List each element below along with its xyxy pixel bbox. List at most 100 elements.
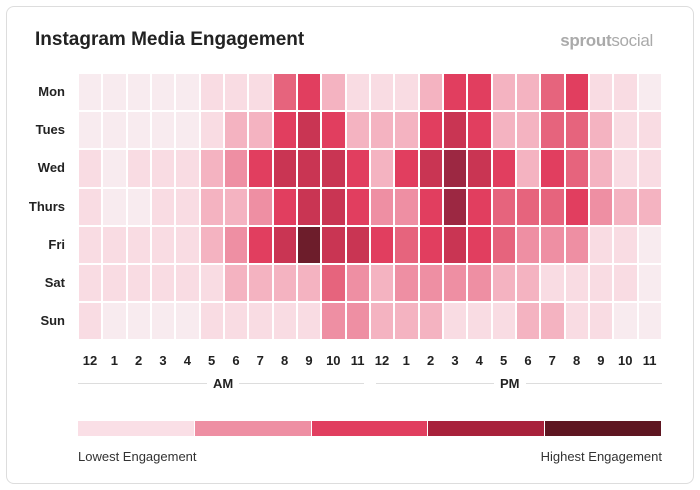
heatmap-cell [369,149,395,188]
row-label: Sat [44,275,65,290]
row-label: Thurs [28,198,65,214]
heatmap-cell [78,264,103,303]
heatmap-cell [199,111,224,150]
heatmap-cell [515,111,541,150]
heatmap-cell [564,187,589,226]
heatmap-cell [491,225,516,264]
hour-label: 9 [597,353,605,368]
heatmap-cell [272,225,297,264]
row-label: Wed [37,160,65,176]
legend-swatch [545,421,661,436]
hour-label: 8 [572,353,581,368]
heatmap-cell [467,111,492,150]
heatmap-cell [126,264,151,303]
heatmap-cell [102,302,127,341]
legend-swatch [428,421,545,436]
legend-swatch [311,421,428,436]
hour-label: 3 [159,353,167,368]
heatmap-cell [394,302,419,341]
hour-label: 7 [548,353,556,368]
heatmap-cell [272,149,297,188]
hour-label: 9 [305,353,313,368]
heatmap-cell [102,111,127,150]
heatmap-cell [613,149,638,188]
heatmap-cell [369,111,395,150]
heatmap-cell [223,264,249,303]
heatmap-cell [394,225,419,264]
heatmap-cell [272,111,297,150]
heatmap-cell [637,73,662,112]
heatmap-cell [78,73,103,112]
heatmap-cell [613,111,638,150]
heatmap-cell [126,73,151,112]
hour-label: 6 [524,353,532,368]
heatmap-cell [150,149,176,188]
hour-label: 12 [374,353,390,368]
heatmap-cell [394,187,419,226]
heatmap-cell [296,73,322,112]
heatmap-cell [491,302,516,341]
heatmap-cell [467,73,492,112]
heatmap-cell [369,225,395,264]
heatmap-cell [394,73,419,112]
heatmap-cell [126,187,151,226]
heatmap-cell [345,225,370,264]
heatmap-cell [223,111,249,150]
heatmap-cell [102,73,127,112]
heatmap-cell [126,111,151,150]
heatmap-cell [175,225,200,264]
legend-swatch [78,421,194,436]
hour-label: 7 [256,353,264,368]
heatmap-cell [637,111,662,150]
heatmap-cell [613,225,638,264]
heatmap-cell [491,149,516,188]
heatmap-cell [102,149,127,188]
heatmap-cell [175,73,200,112]
heatmap-cell [345,73,370,112]
row-label: Tues [35,122,65,138]
heatmap-cell [564,302,589,341]
hour-label: 3 [451,353,459,368]
heatmap-cell [515,264,541,303]
heatmap-cell [491,187,516,226]
heatmap-cell [613,73,638,112]
heatmap-cell [248,73,273,112]
heatmap-cell [223,73,249,112]
heatmap-cell [467,264,492,303]
hour-label: 4 [183,353,191,368]
heatmap-cell [613,302,638,341]
heatmap-cell [564,111,589,150]
sproutsocial-logo: sproutsocial [560,31,653,50]
heatmap-cell [321,149,346,188]
heatmap-cell [418,73,443,112]
heatmap-cell [321,111,346,150]
heatmap-cell [272,264,297,303]
heatmap-cell [248,225,273,264]
heatmap-cell [223,225,249,264]
heatmap-cell [588,187,614,226]
heatmap-cell [78,111,103,150]
heatmap-cell [102,225,127,264]
heatmap-cell [78,149,103,188]
heatmap-cell [394,264,419,303]
heatmap-cell [272,302,297,341]
heatmap-cell [345,149,370,188]
heatmap-cell [418,149,443,188]
heatmap-cell [102,264,127,303]
heatmap-cell [418,187,443,226]
heatmap-cell [345,264,370,303]
heatmap-cell [369,73,395,112]
heatmap-cell [126,149,151,188]
heatmap-cell [418,302,443,341]
hour-label: 1 [402,353,410,368]
row-label: Sun [40,313,65,329]
hour-label: 6 [232,353,240,368]
heatmap-cell [418,225,443,264]
hour-label: 2 [426,353,435,368]
heatmap-cell [199,302,224,341]
heatmap-cell [296,111,322,150]
heatmap-cell [637,302,662,341]
heatmap-cell [588,302,614,341]
heatmap-cell [588,264,614,303]
pm-label: PM [494,376,526,391]
